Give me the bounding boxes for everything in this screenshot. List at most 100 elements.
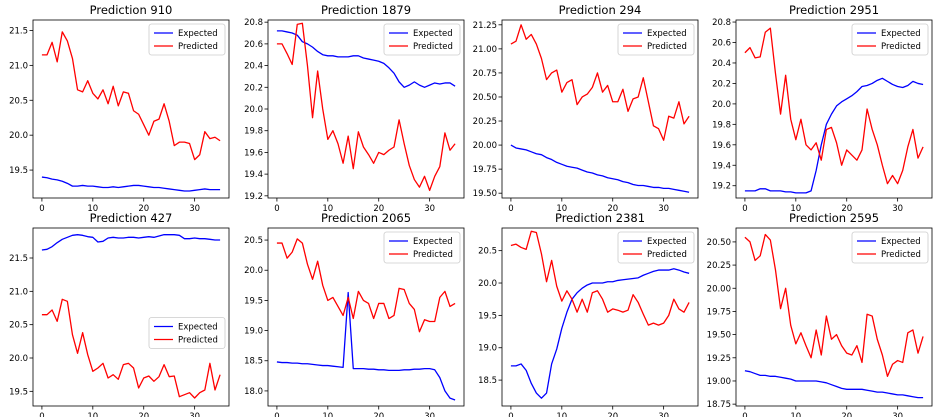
y-tick-label: 19.4 [244, 170, 263, 180]
chart-title: Prediction 2951 [789, 3, 879, 17]
series-line-expected [276, 291, 456, 401]
x-tick-label: 10 [322, 204, 333, 214]
y-tick-label: 20.5 [478, 247, 497, 257]
subplot-1: Prediction 910 0 10 20 30 19.5 20.0 20.5 21.0 21.… [9, 3, 230, 214]
x-tick-label: 0 [39, 204, 44, 214]
legend-box [383, 231, 461, 264]
series-line-expected [41, 176, 221, 192]
legend-label-predicted: Predicted [413, 250, 453, 260]
legend-label-expected: Expected [647, 237, 687, 247]
x-tick-label: 30 [189, 412, 200, 417]
y-tick-label: 19.6 [712, 141, 731, 151]
x-tick-label: 0 [274, 412, 279, 417]
y-tick-label: 21.0 [9, 61, 28, 71]
chart-title: Prediction 1879 [321, 3, 411, 17]
subplot-4: Prediction 2951 0 10 20 30 19.2 19.4 19.6 19.8 20… [712, 3, 933, 214]
legend-box [148, 23, 226, 56]
x-tick-label: 20 [607, 204, 618, 214]
x-tick-label: 20 [373, 412, 384, 417]
y-tick-label: 21.5 [9, 26, 28, 36]
legend-box [617, 231, 695, 264]
axes-frame [267, 227, 465, 407]
y-tick-label: 20.0 [244, 105, 263, 115]
y-tick-label: 19.00 [707, 377, 731, 387]
axes-frame [501, 227, 699, 407]
chart-title: Prediction 2065 [321, 211, 411, 225]
subplot-6: Prediction 2065 0 10 20 30 18.0 18.5 19.0 19.5 20… [244, 211, 465, 417]
x-tick-label: 20 [607, 412, 618, 417]
legend: Expected Predicted [851, 23, 929, 56]
series-line-expected [744, 77, 924, 194]
y-tick-label: 20.2 [712, 79, 731, 89]
legend-label-expected: Expected [413, 237, 453, 247]
y-tick-label: 20.6 [712, 39, 731, 49]
series-line-expected [276, 30, 456, 88]
y-tick-label: 19.5 [478, 311, 497, 321]
legend: Expected Predicted [148, 317, 226, 349]
series-line-expected [744, 370, 924, 399]
x-tick-label: 0 [39, 412, 44, 417]
x-tick-label: 0 [742, 204, 747, 214]
x-tick-label: 30 [658, 412, 669, 417]
legend-label-expected: Expected [881, 237, 921, 247]
legend: Expected Predicted [148, 23, 226, 56]
legend-label-expected: Expected [178, 323, 218, 333]
y-tick-label: 20.0 [478, 279, 497, 289]
x-tick-label: 20 [841, 412, 852, 417]
legend-label-predicted: Predicted [881, 250, 921, 260]
y-tick-label: 20.25 [473, 117, 497, 127]
y-tick-label: 20.00 [473, 141, 497, 151]
y-tick-label: 19.2 [244, 192, 263, 202]
y-tick-label: 18.75 [707, 400, 731, 410]
x-tick-label: 30 [424, 204, 435, 214]
y-tick-label: 20.00 [707, 284, 731, 294]
y-tick-label: 18.5 [244, 357, 263, 367]
y-tick-label: 20.4 [244, 62, 263, 72]
y-tick-label: 19.2 [712, 182, 731, 192]
y-tick-label: 21.5 [9, 254, 28, 264]
y-tick-label: 20.5 [9, 96, 28, 106]
legend-box [851, 231, 929, 264]
x-tick-label: 10 [556, 204, 567, 214]
chart-title: Prediction 2381 [555, 211, 645, 225]
chart-title: Prediction 427 [90, 211, 173, 225]
y-tick-label: 19.5 [9, 387, 28, 397]
y-tick-label: 20.4 [712, 59, 731, 69]
legend-label-expected: Expected [881, 29, 921, 39]
series-line-predicted [510, 24, 690, 141]
y-tick-label: 20.50 [707, 238, 731, 248]
legend-box [383, 23, 461, 56]
chart-title: Prediction 2595 [789, 211, 879, 225]
y-tick-label: 18.5 [478, 376, 497, 386]
y-tick-label: 20.0 [712, 100, 731, 110]
x-tick-label: 0 [742, 412, 747, 417]
y-tick-label: 19.25 [707, 354, 731, 364]
x-tick-label: 10 [790, 412, 801, 417]
series-line-predicted [744, 27, 924, 185]
y-tick-label: 19.8 [244, 127, 263, 137]
x-tick-label: 20 [138, 204, 149, 214]
series-line-predicted [276, 238, 456, 333]
legend-label-predicted: Predicted [881, 42, 921, 52]
legend: Expected Predicted [383, 23, 461, 56]
series-line-expected [510, 268, 690, 399]
y-tick-label: 21.25 [473, 21, 497, 31]
legend: Expected Predicted [383, 231, 461, 264]
y-tick-label: 20.0 [9, 354, 28, 364]
legend-label-predicted: Predicted [647, 250, 687, 260]
y-tick-label: 20.25 [707, 261, 731, 271]
x-tick-label: 20 [841, 204, 852, 214]
y-tick-label: 21.00 [473, 45, 497, 55]
y-tick-label: 21.0 [9, 287, 28, 297]
chart-title: Prediction 910 [90, 3, 173, 17]
series-line-expected [510, 144, 690, 193]
axes-frame [32, 19, 230, 199]
series-line-predicted [276, 22, 456, 192]
y-tick-label: 18.0 [244, 387, 263, 397]
x-tick-label: 30 [189, 204, 200, 214]
legend: Expected Predicted [851, 231, 929, 264]
y-tick-label: 20.8 [712, 18, 731, 28]
y-tick-label: 20.6 [244, 40, 263, 50]
series-line-predicted [41, 31, 221, 161]
